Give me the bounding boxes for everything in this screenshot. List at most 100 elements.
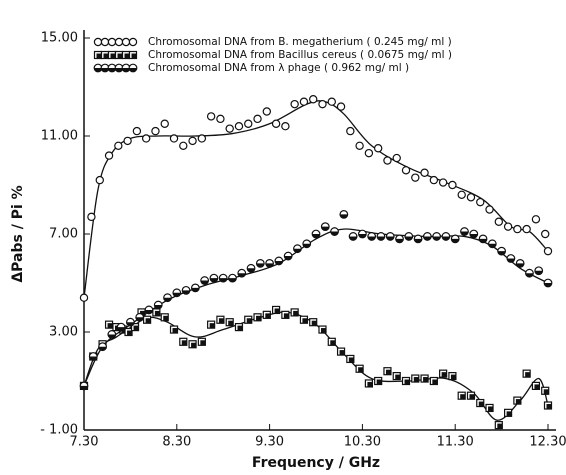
point-fill — [432, 236, 441, 241]
point — [346, 354, 355, 364]
point-shape — [401, 166, 411, 175]
point-fill — [108, 68, 116, 72]
point-fill — [311, 320, 317, 326]
point — [121, 50, 131, 60]
point-shape — [448, 180, 457, 190]
point — [494, 421, 503, 430]
point-fill — [413, 377, 419, 383]
point — [376, 232, 386, 241]
point-fill — [98, 346, 107, 351]
point-shape — [114, 141, 123, 150]
point — [87, 212, 96, 222]
point — [513, 396, 522, 405]
point-fill — [358, 234, 367, 238]
point — [355, 364, 364, 373]
point — [197, 134, 207, 143]
point — [262, 107, 272, 116]
point — [107, 37, 117, 47]
point-fill — [246, 318, 252, 324]
point-fill — [543, 389, 549, 395]
point-fill — [479, 238, 487, 243]
point-shape — [364, 148, 374, 158]
point-fill — [497, 423, 503, 429]
point-fill — [191, 342, 197, 348]
point-shape — [355, 141, 364, 150]
point — [95, 175, 104, 185]
point-fill — [256, 315, 262, 321]
point-fill — [200, 340, 206, 346]
point-fill — [228, 278, 237, 282]
point-shape — [206, 112, 216, 121]
point-fill — [395, 374, 401, 380]
point — [225, 124, 234, 133]
point — [160, 119, 169, 128]
point — [190, 283, 200, 293]
point-fill — [293, 310, 299, 316]
point-fill — [182, 290, 190, 295]
point-shape — [318, 99, 327, 109]
point — [541, 386, 550, 395]
point — [244, 315, 253, 324]
point-fill — [274, 308, 280, 314]
point-shape — [531, 215, 541, 224]
point — [179, 337, 188, 346]
point — [364, 148, 374, 158]
point — [534, 266, 544, 276]
point — [116, 322, 126, 332]
point — [355, 141, 364, 150]
point — [255, 259, 265, 268]
point — [188, 340, 197, 349]
point-shape — [429, 175, 439, 185]
point — [88, 352, 98, 361]
point-fill — [348, 357, 354, 363]
point-shape — [95, 175, 104, 185]
point — [525, 268, 534, 278]
point — [541, 229, 550, 239]
point — [485, 403, 494, 413]
point-shape — [299, 97, 309, 106]
point — [234, 121, 244, 131]
point-fill — [469, 234, 478, 238]
point-fill — [96, 53, 102, 59]
point-fill — [488, 243, 497, 248]
point-fill — [506, 411, 512, 417]
point-fill — [103, 53, 109, 59]
point-shape — [392, 153, 401, 163]
y-tick-label: - 1.00 — [40, 423, 78, 438]
y-axis-label: ΔPabs / Pi % — [10, 185, 26, 282]
point — [135, 312, 145, 322]
point-fill — [460, 394, 466, 400]
y-tick-label: 7.00 — [49, 227, 78, 242]
point — [494, 217, 504, 226]
point-fill — [544, 283, 552, 287]
point — [225, 318, 234, 327]
x-tick-label: 7.30 — [70, 435, 99, 450]
point-fill — [423, 236, 432, 241]
point — [172, 288, 182, 298]
point — [420, 374, 429, 383]
point-fill — [200, 280, 209, 285]
point-fill — [122, 68, 130, 72]
point — [401, 166, 411, 175]
point — [364, 379, 373, 388]
point — [299, 315, 309, 324]
x-axis-label: Frequency / GHz — [252, 455, 380, 471]
point — [336, 347, 346, 356]
point-fill — [488, 406, 494, 412]
point-fill — [247, 268, 255, 273]
point-fill — [115, 68, 123, 72]
point-shape — [541, 229, 550, 239]
point-shape — [169, 134, 179, 143]
point — [262, 310, 271, 319]
point — [383, 367, 392, 376]
point — [503, 222, 513, 231]
point — [209, 273, 219, 283]
point — [114, 37, 124, 47]
point — [271, 305, 281, 315]
x-tick-label: 11.30 — [437, 435, 474, 450]
point — [104, 151, 114, 160]
x-tick-label: 8.30 — [162, 435, 191, 450]
point — [383, 156, 392, 165]
point — [422, 232, 432, 241]
point — [216, 114, 225, 124]
